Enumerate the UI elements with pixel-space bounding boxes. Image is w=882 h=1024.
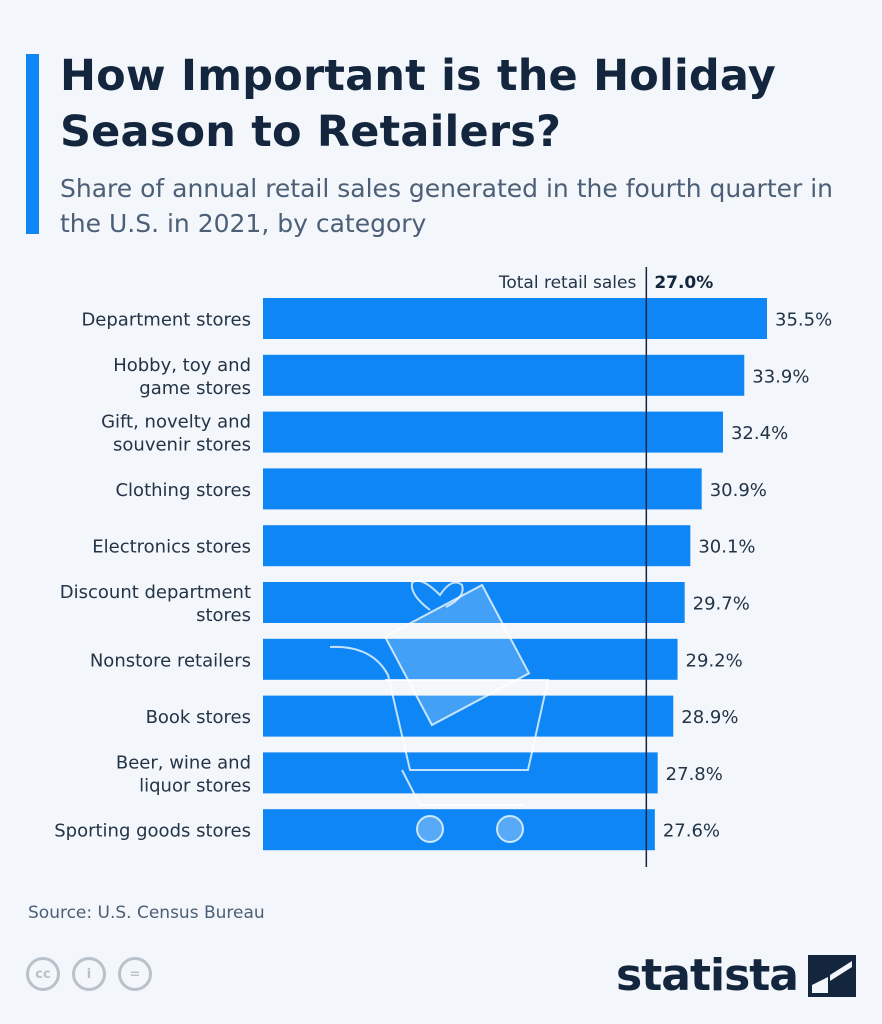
category-label: Book stores bbox=[146, 707, 251, 728]
bar bbox=[263, 298, 767, 339]
chart-title: How Important is the Holiday Season to R… bbox=[60, 51, 776, 157]
bar bbox=[263, 809, 655, 851]
bar-value-label: 30.9% bbox=[710, 480, 767, 501]
shopping-cart-icon bbox=[329, 579, 550, 843]
bar-value-label: 27.8% bbox=[666, 764, 723, 785]
bar-value-label: 30.1% bbox=[698, 537, 755, 558]
chart-subtitle: Share of annual retail sales generated i… bbox=[60, 174, 834, 238]
category-label: Hobby, toy and bbox=[113, 355, 251, 376]
bar-value-label: 27.6% bbox=[663, 821, 720, 842]
bar-value-label: 35.5% bbox=[775, 310, 832, 331]
category-label: stores bbox=[196, 605, 251, 626]
source-note: Source: U.S. Census Bureau bbox=[28, 903, 265, 923]
logo-text: statista bbox=[616, 950, 799, 1001]
category-label: Gift, novelty and bbox=[101, 412, 251, 433]
category-label: Nonstore retailers bbox=[90, 650, 251, 671]
statista-logo-icon bbox=[808, 955, 856, 997]
category-label: souvenir stores bbox=[113, 435, 251, 456]
title-accent-bar bbox=[26, 54, 39, 234]
category-label: Sporting goods stores bbox=[54, 821, 251, 842]
bar-value-label: 29.7% bbox=[693, 594, 750, 615]
bar-value-label: 33.9% bbox=[752, 366, 809, 387]
no-derivatives-icon[interactable]: = bbox=[118, 957, 152, 991]
reference-line-label: Total retail sales bbox=[498, 273, 637, 293]
bar bbox=[263, 468, 702, 510]
category-label: Beer, wine and bbox=[116, 752, 251, 773]
category-label: Discount department bbox=[60, 582, 251, 603]
reference-line-value: 27.0% bbox=[654, 273, 713, 293]
category-label: Electronics stores bbox=[92, 537, 251, 558]
category-label: liquor stores bbox=[139, 775, 251, 796]
cc-icon[interactable]: cc bbox=[26, 957, 60, 991]
category-label: Clothing stores bbox=[115, 480, 251, 501]
bar bbox=[263, 411, 723, 453]
bar-value-label: 29.2% bbox=[686, 650, 743, 671]
bar bbox=[263, 354, 745, 396]
bar-value-label: 28.9% bbox=[681, 707, 738, 728]
bar bbox=[263, 695, 674, 737]
bar bbox=[263, 752, 658, 794]
bar bbox=[263, 525, 691, 567]
license-icons: cc i = bbox=[26, 957, 152, 991]
bar-value-label: 32.4% bbox=[731, 423, 788, 444]
statista-logo[interactable]: statista bbox=[616, 950, 856, 1002]
bar-chart: 35.5% Department stores 33.9% Hobby, toy an… bbox=[54, 267, 832, 867]
category-label: Department stores bbox=[81, 310, 251, 331]
category-label: game stores bbox=[139, 378, 251, 399]
attribution-icon[interactable]: i bbox=[72, 957, 106, 991]
bar bbox=[263, 638, 678, 680]
